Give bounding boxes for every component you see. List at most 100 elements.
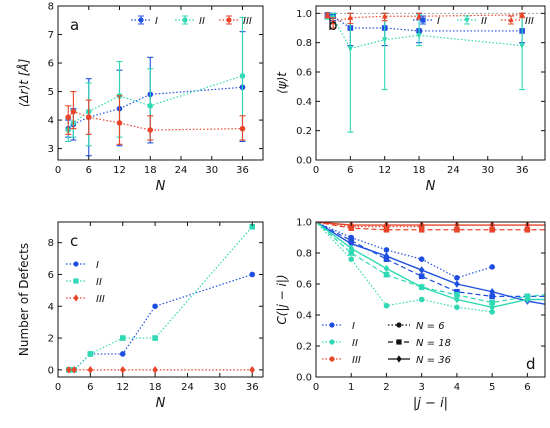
series-layer <box>65 16 246 157</box>
data-point <box>249 366 256 374</box>
series-ii <box>65 16 246 147</box>
data-point <box>348 256 355 263</box>
panel-b: 0 6 12 18 24 30 360.00.20.40.60.81.0N⟨ψ⟩tb I II I… <box>275 5 546 194</box>
x-tick-label: 18 <box>144 165 157 176</box>
y-tick-label: 0.6 <box>296 280 312 291</box>
legend-marker <box>396 322 402 328</box>
x-tick-label: 0 <box>313 382 319 393</box>
y-tick-label: 7 <box>48 30 54 41</box>
data-point <box>383 226 390 233</box>
data-point <box>70 108 77 115</box>
legend-marker <box>329 322 335 328</box>
x-axis-label: N <box>156 396 166 411</box>
y-tick-label: 8 <box>48 238 54 249</box>
x-tick-label: 36 <box>516 165 529 176</box>
series-line <box>316 222 545 226</box>
x-axis-label: |j − i| <box>413 396 448 411</box>
series-layer <box>316 222 545 315</box>
series-line <box>68 273 253 371</box>
legend-marker <box>508 16 514 23</box>
x-tick-label: 12 <box>116 382 129 393</box>
y-tick-label: 5 <box>48 87 54 98</box>
y-tick-label: 0 <box>48 365 54 376</box>
data-point <box>489 293 495 300</box>
data-point <box>418 226 425 233</box>
series-i-n-36 <box>316 222 545 305</box>
legend-label: III <box>243 16 252 27</box>
y-tick-label: 2 <box>48 334 54 345</box>
data-point <box>152 303 158 310</box>
x-tick-label: 6 <box>87 382 93 393</box>
y-axis-label: Number of Defects <box>17 243 31 356</box>
y-tick-label: 8 <box>48 2 54 13</box>
x-tick-label: 12 <box>378 165 391 176</box>
data-point <box>383 302 390 309</box>
data-point <box>524 226 531 233</box>
series-iii <box>65 91 246 145</box>
x-tick-label: 24 <box>175 165 188 176</box>
series-i <box>324 12 526 47</box>
series-line <box>316 222 545 297</box>
x-axis-label: N <box>426 179 436 194</box>
y-axis-label: ⟨ψ⟩t <box>275 71 289 94</box>
data-point <box>347 14 354 21</box>
data-point <box>65 114 72 121</box>
series-layer <box>324 11 526 133</box>
series-line <box>316 222 545 304</box>
data-point <box>416 12 422 19</box>
y-tick-label: 0.0 <box>296 156 312 167</box>
legend-marker <box>73 294 79 302</box>
data-point <box>85 114 92 121</box>
data-point <box>348 239 355 248</box>
series-ii-n-18 <box>316 222 545 306</box>
data-point <box>418 283 425 291</box>
series-ii <box>65 223 256 373</box>
data-point <box>524 295 531 304</box>
x-tick-label: 24 <box>181 382 194 393</box>
data-point <box>418 296 425 303</box>
y-tick-label: 4 <box>48 302 54 313</box>
legend-label: N = 6 <box>416 321 445 332</box>
legend-marker <box>396 355 402 363</box>
legend-marker <box>226 17 232 23</box>
y-tick-label: 4 <box>48 116 54 127</box>
legend-marker <box>420 17 426 23</box>
legend-label: III <box>352 355 361 366</box>
data-point <box>383 252 390 260</box>
data-point <box>489 287 495 296</box>
data-point <box>454 288 460 295</box>
series-line <box>327 14 523 32</box>
series-ii-n-36 <box>316 222 545 312</box>
legend-styles: N = 6 N = 18 N = 36 <box>388 321 451 366</box>
y-axis-label: ⟨Δr⟩t [Å] <box>16 58 31 107</box>
data-point <box>454 295 460 304</box>
y-tick-label: 0.0 <box>296 373 312 384</box>
data-point <box>489 299 495 306</box>
data-point <box>324 11 331 18</box>
legend-label: N = 36 <box>416 355 451 366</box>
data-point <box>249 271 256 278</box>
series-line <box>316 222 493 313</box>
data-point <box>418 273 425 280</box>
legend-marker <box>396 339 402 345</box>
x-tick-label: 2 <box>383 382 389 393</box>
data-point <box>119 366 126 374</box>
legend-label: I <box>155 16 158 27</box>
data-point <box>71 366 77 374</box>
data-point <box>152 335 158 341</box>
series-line <box>67 110 243 131</box>
series-line <box>316 222 545 308</box>
data-point <box>418 256 425 263</box>
data-point <box>239 125 246 132</box>
y-tick-label: 0.8 <box>296 38 312 49</box>
data-point <box>119 335 126 341</box>
x-tick-label: 0 <box>55 165 61 176</box>
series-iii <box>65 366 256 374</box>
legend-label: I <box>96 260 99 271</box>
legend-marker <box>138 17 144 23</box>
data-point <box>330 18 336 25</box>
axes-frame <box>315 5 546 161</box>
series-i-n-6 <box>316 222 495 281</box>
x-tick-label: 1 <box>348 382 354 393</box>
